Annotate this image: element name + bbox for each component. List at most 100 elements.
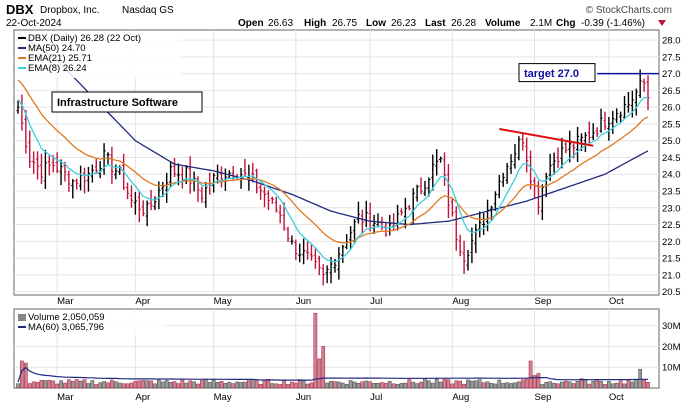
volume-bar (67, 379, 71, 389)
volume-bar (501, 383, 506, 389)
volume-bar (243, 381, 247, 389)
volume-bar (254, 379, 259, 389)
volume-bar (141, 380, 146, 389)
month-label: Sep (535, 392, 552, 403)
volume-bar (524, 379, 529, 389)
open-value: 26.63 (268, 18, 293, 29)
month-label: Sep (535, 296, 552, 307)
volume-bar (305, 383, 310, 389)
price-tick-label: 27.5 (662, 52, 681, 63)
volume-bar (571, 383, 576, 389)
legend-ema8: EMA(8) 26.24 (28, 63, 87, 74)
volume-bar (607, 381, 611, 389)
chg-label: Chg (556, 18, 575, 29)
volume-bar (270, 383, 275, 389)
month-label: May (214, 296, 232, 307)
volume-bar (211, 379, 216, 389)
volume-bar (63, 382, 67, 389)
volume-bar (337, 381, 341, 389)
volume-bar (473, 380, 478, 389)
volume-bar (239, 382, 243, 389)
low-label: Low (366, 18, 386, 29)
volume-bar (250, 380, 255, 389)
volume-bar (423, 378, 427, 389)
price-tick-label: 26.5 (662, 86, 681, 97)
volume-bar (125, 383, 130, 389)
volume-bar (387, 381, 392, 389)
low-value: 26.23 (391, 18, 416, 29)
volume-bar (106, 382, 110, 389)
volume-bar (642, 379, 646, 389)
volume-bar (430, 382, 435, 389)
volume-bar (188, 380, 193, 389)
volume-legend-label: Volume 2,050,059 (28, 312, 105, 323)
volume-bar (196, 383, 200, 389)
last-value: 26.28 (451, 18, 476, 29)
legend-ema21: EMA(21) 25.71 (28, 53, 92, 64)
volume-bar (301, 380, 306, 389)
volume-bar (470, 380, 474, 389)
company-label: Dropbox, Inc. (40, 5, 99, 16)
target-box (518, 63, 596, 83)
volume-bar (599, 381, 603, 389)
volume-bar (215, 382, 220, 389)
price-tick-label: 25.5 (662, 119, 681, 130)
volume-bar (39, 380, 44, 389)
price-legend: DBX (Daily) 26.28 (22 Oct) MA(50) 24.70 … (16, 32, 182, 78)
month-label: Mar (57, 296, 73, 307)
volume-bar (403, 382, 408, 389)
date-label: 22-Oct-2024 (6, 18, 62, 29)
price-axis: 20.5 21.0 21.5 22.0 22.5 23.0 23.5 24.0 24.5 25.0… (662, 36, 681, 299)
volume-bar (368, 381, 373, 389)
volume-bar (509, 383, 513, 389)
month-label: Jul (370, 296, 382, 307)
volume-bar (282, 380, 286, 389)
volume-bar (157, 379, 161, 389)
volume-bar (145, 380, 149, 389)
volume-bar (247, 379, 251, 389)
volume-bar (164, 380, 169, 389)
volume-bar (121, 383, 126, 389)
volume-bar (278, 384, 283, 389)
volume-bar (223, 382, 228, 389)
volume-bar (266, 379, 271, 389)
volume-bar (528, 360, 533, 389)
month-label: Aug (452, 296, 469, 307)
volume-bar (638, 369, 643, 389)
high-value: 26.75 (332, 18, 357, 29)
price-tick-label: 22.5 (662, 220, 681, 231)
volume-bar (360, 381, 365, 389)
volume-bar (129, 382, 134, 389)
volume-bar (505, 382, 509, 389)
volume-bar (227, 381, 232, 389)
volume-bar (466, 379, 470, 389)
volume-bar (364, 380, 369, 389)
volume-tick-label: 20M (662, 342, 681, 353)
volume-bar (442, 379, 447, 389)
volume-bar (622, 383, 627, 389)
volume-bar (235, 381, 239, 389)
price-tick-label: 24.0 (662, 170, 681, 181)
red-trendline (499, 127, 594, 147)
volume-bar (333, 381, 337, 389)
volume-bar (297, 379, 302, 389)
volume-bar (427, 380, 431, 389)
ema8-line (17, 96, 649, 263)
volume-bar (74, 379, 79, 389)
volume-bar (415, 383, 419, 389)
volume-bar (344, 384, 349, 389)
volume-bar (352, 381, 357, 389)
volume-bar (47, 380, 52, 389)
volume-bar (51, 380, 56, 389)
price-tick-label: 25.0 (662, 136, 681, 147)
volume-bar (113, 381, 118, 389)
volume-bar (610, 383, 615, 389)
volume-bar (110, 379, 114, 389)
volume-bar (587, 383, 592, 389)
volume-ma60-line (17, 366, 648, 383)
volume-bar (329, 381, 333, 389)
volume-bar (82, 379, 87, 389)
high-label: High (304, 18, 326, 29)
volume-bar (23, 362, 28, 389)
volume-bar (192, 381, 196, 389)
